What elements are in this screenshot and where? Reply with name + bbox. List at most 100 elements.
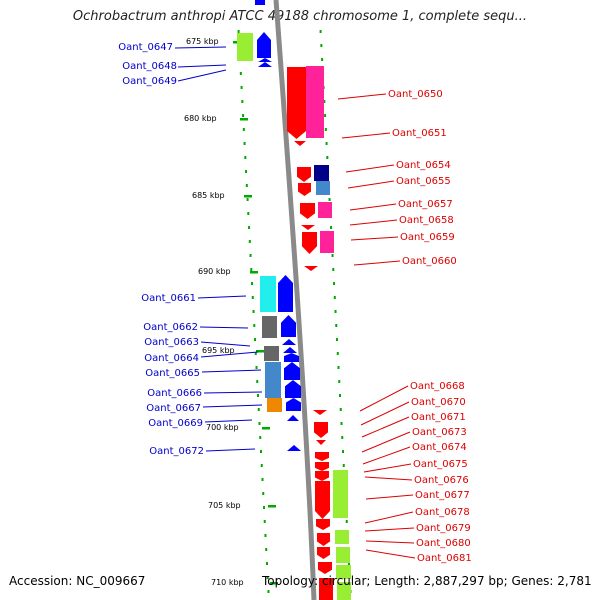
scale-tick-mark <box>270 582 278 585</box>
scale-dot-right <box>334 310 337 313</box>
gene-leader-line <box>205 448 256 452</box>
gene-leader-line <box>353 260 401 266</box>
gene-label: Oant_0677 <box>415 490 470 501</box>
scale-dot-right <box>324 128 327 131</box>
gene-block <box>336 565 351 579</box>
gene-label: Oant_0670 <box>411 397 466 408</box>
gene-block <box>335 530 349 544</box>
gene-leader-line <box>177 69 227 82</box>
gene-block <box>260 276 276 312</box>
scale-tick-label: 710 kbp <box>211 578 244 587</box>
gene-small-forward <box>282 339 296 345</box>
gene-arrow-forward <box>257 32 271 58</box>
scale-dot-right <box>324 114 327 117</box>
gene-leader-line <box>197 295 247 299</box>
gene-arrow-reverse <box>315 481 330 519</box>
scale-dot-left <box>260 464 263 467</box>
scale-dot-left <box>244 156 247 159</box>
gene-block <box>336 547 350 563</box>
map-title: Ochrobactrum anthropi ATCC 49188 chromos… <box>72 9 528 24</box>
scale-dot-right <box>342 464 345 467</box>
scale-dot-left <box>251 296 254 299</box>
scale-dot-left <box>260 450 262 453</box>
gene-arrow-reverse <box>300 203 315 219</box>
scale-dot-right <box>333 282 336 285</box>
scale-dot-left <box>267 590 270 593</box>
chromosome-axis <box>273 0 317 600</box>
gene-leader-line <box>341 132 391 139</box>
gene-small-reverse <box>313 410 327 415</box>
gene-leader-line <box>203 391 263 394</box>
scale-dot-left <box>242 128 245 131</box>
scale-dot-right <box>326 156 329 159</box>
gene-leader-line <box>177 64 227 68</box>
scale-dot-left <box>251 282 254 285</box>
gene-label: Oant_0665 <box>145 368 200 379</box>
accession-text: Accession: NC_009667 <box>9 574 146 588</box>
scale-dot-left <box>245 184 248 187</box>
gene-arrow-reverse <box>287 67 306 139</box>
gene-label: Oant_0666 <box>147 388 202 399</box>
gene-small-forward <box>258 62 272 67</box>
scale-dot-right <box>345 520 348 523</box>
scale-dot-left <box>253 324 256 327</box>
scale-dot-right <box>321 58 324 61</box>
scale-dot-left <box>237 30 240 33</box>
gene-leader-line <box>202 404 263 408</box>
scale-dot-left <box>246 198 249 201</box>
scale-tick-mark <box>244 195 252 198</box>
gene-arrow-reverse <box>314 422 328 438</box>
scale-dot-right <box>328 198 331 201</box>
gene-label: Oant_0679 <box>416 523 471 534</box>
scale-tick-label: 685 kbp <box>192 191 225 200</box>
gene-leader-line <box>364 476 413 481</box>
scale-dot-left <box>243 142 246 145</box>
gene-label: Oant_0681 <box>417 553 472 564</box>
gene-leader-line <box>365 540 415 544</box>
scale-dot-left <box>262 492 265 495</box>
gene-arrow-forward <box>285 380 301 398</box>
scale-tick-mark <box>268 505 276 508</box>
gene-label: Oant_0668 <box>410 381 465 392</box>
gene-label: Oant_0673 <box>412 427 467 438</box>
gene-small-reverse <box>301 225 315 230</box>
gene-arrow-reverse <box>297 167 311 182</box>
scale-tick-label: 690 kbp <box>198 267 231 276</box>
scale-tick-label: 675 kbp <box>186 37 219 46</box>
scale-dot-left <box>262 506 265 509</box>
scale-dot-left <box>248 226 251 229</box>
topology-text: Topology: circular; Length: 2,887,297 bp… <box>262 574 592 588</box>
scale-dot-right <box>341 436 344 439</box>
scale-dot-left <box>239 72 242 75</box>
gene-arrow-reverse <box>298 183 311 196</box>
scale-dot-right <box>325 142 328 145</box>
scale-tick-label: 700 kbp <box>206 423 239 432</box>
scale-dot-right <box>340 422 343 425</box>
scale-tick-mark <box>240 118 248 121</box>
gene-small-reverse <box>304 266 318 271</box>
gene-leader-line <box>345 164 395 173</box>
scale-dot-right <box>342 450 344 453</box>
gene-label: Oant_0650 <box>388 89 443 100</box>
scale-dot-right <box>335 324 338 327</box>
scale-dot-left <box>256 380 259 383</box>
scale-dot-right <box>333 296 336 299</box>
gene-small-forward <box>287 445 301 451</box>
gene-label: Oant_0671 <box>411 412 466 423</box>
scale-dot-left <box>255 366 258 369</box>
gene-label: Oant_0663 <box>144 337 199 348</box>
gene-label: Oant_0674 <box>412 442 467 453</box>
scale-dot-left <box>250 268 253 271</box>
gene-leader-line <box>350 236 399 241</box>
gene-leader-line <box>347 180 395 189</box>
gene-block <box>319 578 333 600</box>
gene-arrow-forward <box>284 353 299 362</box>
reverse-gene-labels: Oant_0650 Oant_0651 Oant_0654 Oant_0655 Oant… <box>337 89 472 564</box>
gene-leader-line <box>200 351 259 358</box>
scale-dot-left <box>254 338 257 341</box>
scale-dot-left <box>241 100 244 103</box>
gene-label: Oant_0655 <box>396 176 451 187</box>
gene-label: Oant_0678 <box>415 507 470 518</box>
gene-label: Oant_0657 <box>398 199 453 210</box>
gene-label: Oant_0658 <box>399 215 454 226</box>
